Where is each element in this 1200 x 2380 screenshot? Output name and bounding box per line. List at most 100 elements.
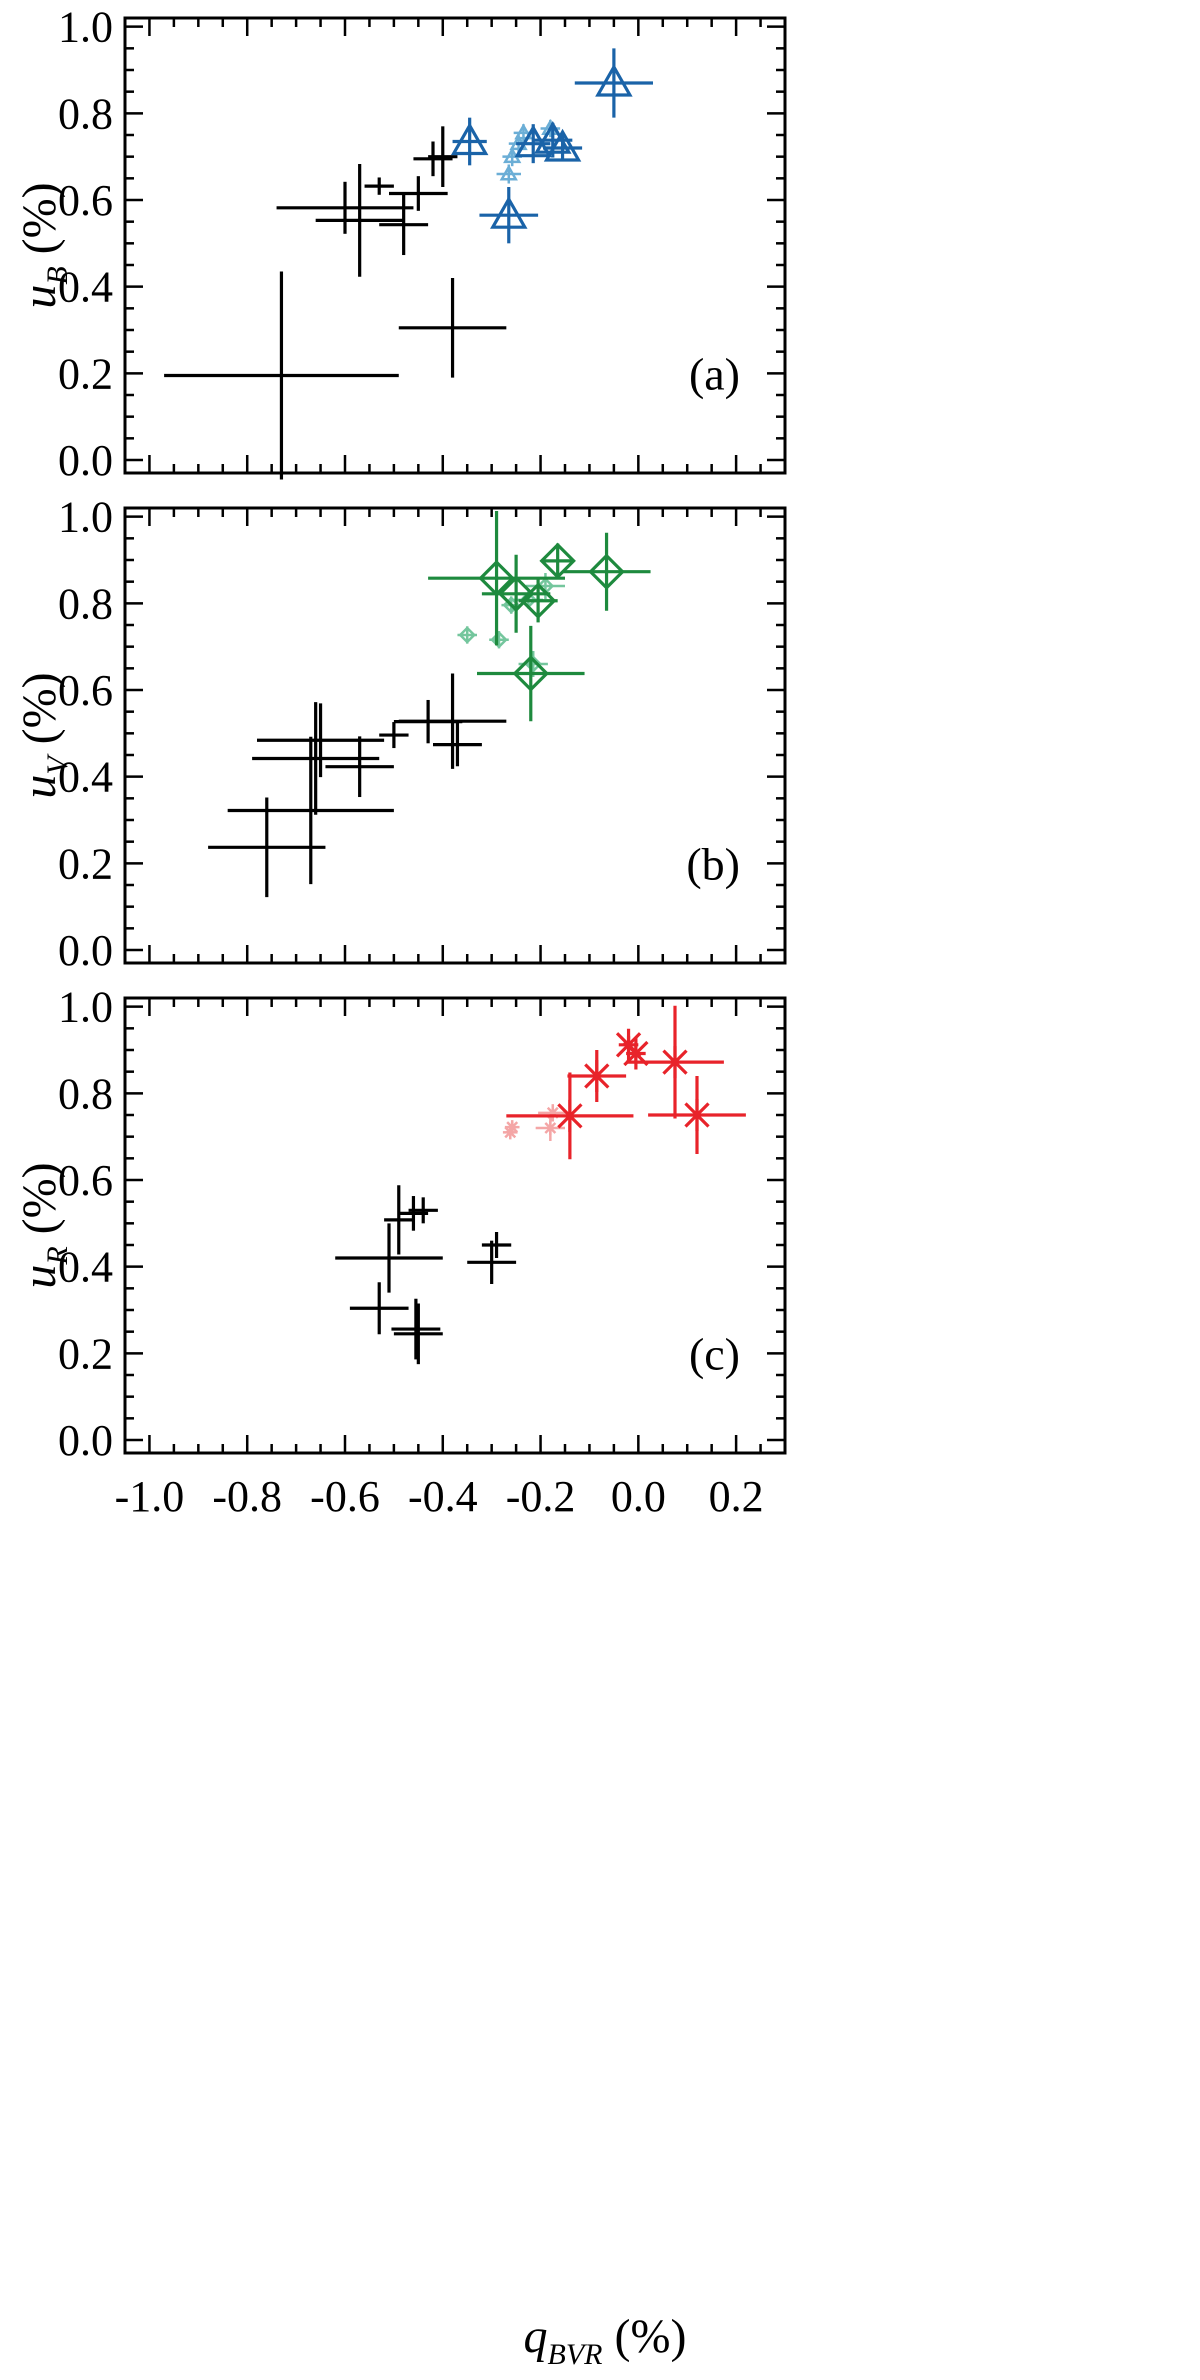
data-point-triangle <box>450 117 489 166</box>
panel-label: (b) <box>686 838 740 889</box>
y-axis-label-sub: R <box>41 1246 74 1265</box>
x-axis-label-symbol: q <box>524 2310 548 2363</box>
data-point-cross <box>379 722 409 749</box>
y-tick-label: 0.6 <box>58 666 113 715</box>
y-tick-label: 1.0 <box>58 3 113 52</box>
y-axis-label-symbol: u <box>13 775 66 799</box>
y-axis-label: uR (%) <box>13 1162 74 1288</box>
data-point-cross <box>227 736 394 885</box>
data-point-cross <box>349 1282 409 1335</box>
data-point-triangle <box>574 48 653 118</box>
data-point-triangle <box>543 128 583 162</box>
data-point-cross <box>389 176 448 211</box>
x-axis-label: qBVR (%) <box>524 2310 687 2371</box>
y-tick-label: 0.8 <box>58 1069 113 1118</box>
y-tick-label: 1.0 <box>58 493 113 542</box>
asterisk-marker <box>584 1060 610 1092</box>
data-point-cross <box>398 673 507 769</box>
panel-label: (a) <box>689 348 740 399</box>
asterisk-marker <box>662 1046 688 1079</box>
data-point-asterisk <box>626 1005 724 1119</box>
diamond-marker <box>588 553 625 590</box>
y-tick-label: 1.0 <box>58 983 113 1032</box>
x-tick-label: 0.2 <box>709 1472 764 1521</box>
data-point-cross <box>428 126 458 187</box>
x-axis-label-sub: BVR <box>548 2338 603 2371</box>
y-axis-label-symbol: u <box>13 1265 66 1289</box>
data-point-asterisk <box>648 1076 746 1154</box>
asterisk-marker <box>506 1120 519 1135</box>
y-tick-label: 0.4 <box>58 1243 113 1292</box>
data-point-cross <box>335 1223 443 1293</box>
plot-frame <box>123 16 787 475</box>
y-axis-label: uV (%) <box>13 672 74 798</box>
data-point-cross <box>379 194 429 256</box>
data-point-cross <box>391 1298 441 1360</box>
diamond-marker <box>490 630 508 649</box>
data-point-cross <box>364 177 394 195</box>
y-tick-label: 0.4 <box>58 753 113 802</box>
triangle-marker <box>490 195 528 229</box>
data-point-cross <box>467 1240 517 1284</box>
x-tick-label: -0.2 <box>506 1472 576 1521</box>
data-point-triangle <box>479 187 539 244</box>
y-tick-label: 0.2 <box>58 839 113 888</box>
triangle-marker <box>595 63 633 97</box>
data-point-cross <box>252 702 380 815</box>
y-axis-label-symbol: u <box>13 285 66 309</box>
triangle-marker <box>499 164 518 181</box>
data-point-cross <box>433 722 482 767</box>
asterisk-marker <box>684 1099 710 1131</box>
x-tick-label: 0.0 <box>611 1472 666 1521</box>
data-point-diamond <box>539 542 576 580</box>
y-tick-label: 0.6 <box>58 1156 113 1205</box>
triangle-marker <box>450 122 489 156</box>
panel-label: (c) <box>689 1328 740 1379</box>
diamond-marker <box>458 626 476 644</box>
y-tick-label: 0.2 <box>58 349 113 398</box>
y-tick-label: 0.0 <box>58 436 113 485</box>
data-point-asterisk <box>567 1050 627 1102</box>
y-tick-label: 0.4 <box>58 263 113 312</box>
x-tick-label: -0.6 <box>310 1472 380 1521</box>
y-tick-label: 0.0 <box>58 1416 113 1465</box>
data-point-triangle-small <box>496 164 521 184</box>
data-point-cross <box>164 271 399 480</box>
data-point-cross <box>384 1185 414 1255</box>
y-axis-label-unit: (%) <box>13 1162 66 1246</box>
data-point-cross <box>325 736 394 798</box>
y-tick-label: 0.0 <box>58 926 113 975</box>
data-point-asterisk <box>506 1072 634 1160</box>
data-point-diamond <box>428 511 565 646</box>
data-point-cross <box>398 278 507 378</box>
diamond-marker <box>512 655 550 692</box>
diamond-marker <box>539 542 576 580</box>
asterisk-marker <box>557 1099 583 1132</box>
y-tick-label: 0.8 <box>58 579 113 628</box>
diamond-marker <box>497 575 535 613</box>
x-tick-label: -0.4 <box>408 1472 478 1521</box>
data-point-asterisk-small <box>504 1120 520 1135</box>
data-point-cross <box>413 141 453 177</box>
data-point-cross <box>315 164 404 277</box>
data-point-asterisk-small <box>535 1115 565 1141</box>
triangle-marker <box>514 123 533 140</box>
plot-frame <box>123 506 787 965</box>
data-point-diamond-small <box>489 630 509 649</box>
data-point-diamond-small <box>457 626 477 644</box>
data-point-diamond <box>518 579 558 623</box>
y-axis-label-unit: (%) <box>13 182 66 266</box>
panel-b: 0.0 0.2 0.4 0.6 0.8 1.0 uV (%) (b) <box>13 493 787 975</box>
data-point-cross <box>208 797 326 898</box>
data-point-cross <box>481 1232 512 1258</box>
y-axis-label-sub: B <box>41 266 74 284</box>
y-tick-label: 0.8 <box>58 89 113 138</box>
diamond-marker <box>519 582 557 619</box>
data-point-cross <box>408 1197 438 1224</box>
triangle-marker <box>543 128 582 162</box>
panel-c: 0.0 0.2 0.4 0.6 0.8 1.0 -1.0 -0.8 -0.6 -0.4 -0.2 0.… <box>13 983 787 1521</box>
panel-a: 0.0 0.2 0.4 0.6 0.8 1.0 uB (%) (a) <box>13 3 787 485</box>
x-axis-label-unit: (%) <box>603 2310 687 2363</box>
x-tick-label: -0.8 <box>212 1472 282 1521</box>
